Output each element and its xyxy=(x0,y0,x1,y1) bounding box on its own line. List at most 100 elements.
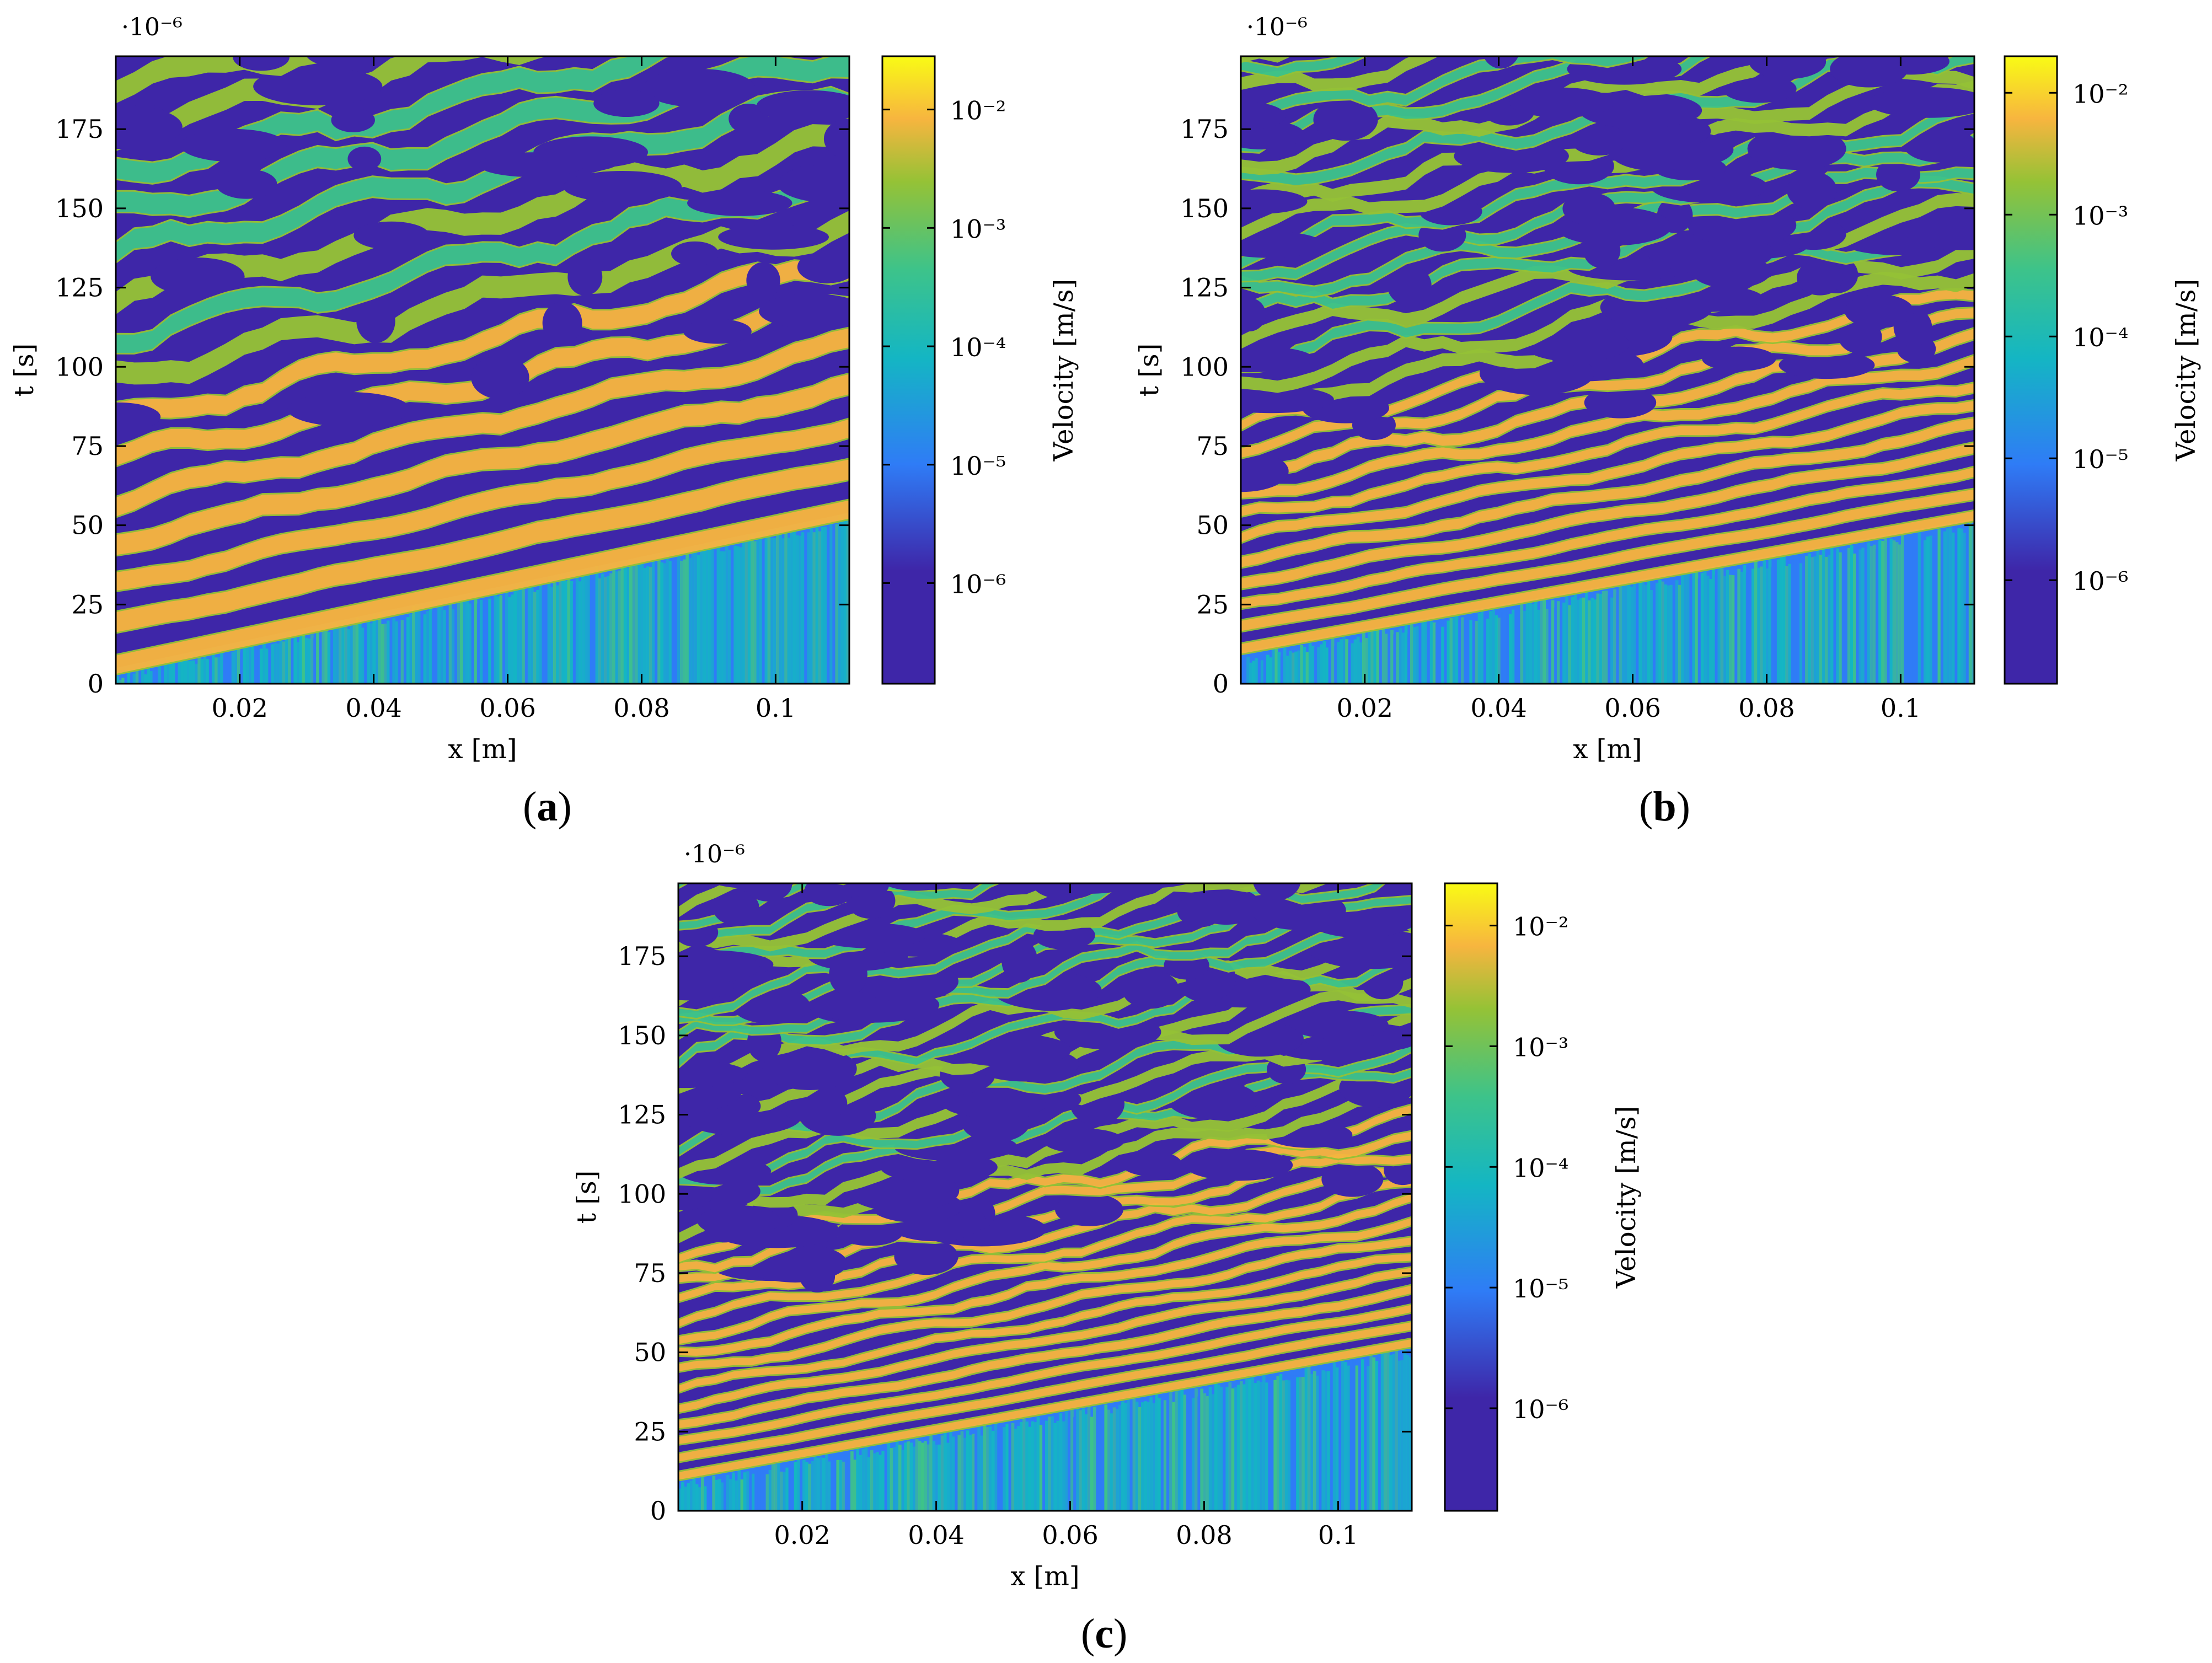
noise-column xyxy=(1782,555,1786,684)
noise-column xyxy=(1160,1394,1164,1511)
band-gap xyxy=(1026,801,1064,833)
band-gap xyxy=(567,258,603,296)
noise-column xyxy=(1403,1350,1407,1511)
y-tick-label: 100 xyxy=(1180,352,1229,382)
noise-column xyxy=(1408,1356,1412,1511)
noise-column xyxy=(1246,656,1250,684)
band-gap xyxy=(1289,1010,1389,1039)
noise-column xyxy=(341,620,345,684)
slip-band xyxy=(116,498,849,676)
noise-column xyxy=(1195,1388,1198,1511)
noise-column xyxy=(141,666,144,684)
noise-column xyxy=(792,530,796,684)
noise-column xyxy=(1287,1380,1291,1511)
noise-column xyxy=(1720,568,1724,684)
noise-column xyxy=(957,1435,961,1511)
noise-column xyxy=(1963,533,1967,684)
noise-column xyxy=(494,593,497,684)
x-tick-label: 0.1 xyxy=(756,693,796,723)
noise-column xyxy=(1754,561,1758,684)
band-gap xyxy=(216,169,277,199)
noise-column xyxy=(1734,572,1738,684)
noise-column xyxy=(687,1483,690,1511)
band-gap xyxy=(116,105,183,149)
noise-column xyxy=(158,662,162,684)
noise-column xyxy=(1802,559,1806,684)
colorbar-tick-label: 10⁻³ xyxy=(950,214,1006,244)
noise-column xyxy=(192,660,195,684)
noise-column xyxy=(1582,597,1586,684)
band-gap xyxy=(1483,56,1519,69)
noise-column xyxy=(296,642,300,684)
noise-column xyxy=(163,661,167,684)
noise-column xyxy=(977,1425,981,1511)
noise-column xyxy=(618,570,622,684)
y-tick-label: 25 xyxy=(71,589,104,619)
noise-column xyxy=(403,609,407,684)
noise-column xyxy=(561,581,565,684)
noise-column xyxy=(843,519,847,684)
noise-column xyxy=(1255,658,1258,684)
slip-band xyxy=(116,85,849,264)
noise-column xyxy=(127,668,131,684)
noise-column xyxy=(496,596,500,684)
noise-column xyxy=(695,1484,699,1511)
noise-column xyxy=(1396,632,1400,684)
noise-column xyxy=(1824,556,1828,684)
noise-column xyxy=(1293,1375,1297,1511)
noise-column xyxy=(132,673,136,684)
band-gap xyxy=(1853,56,1919,64)
noise-column xyxy=(1780,555,1783,684)
noise-column xyxy=(1636,592,1639,684)
noise-column xyxy=(1262,1375,1266,1511)
noise-column xyxy=(1452,615,1456,684)
noise-column xyxy=(1299,1377,1303,1511)
slip-band xyxy=(1241,306,1974,460)
noise-column xyxy=(623,567,627,684)
band-gap xyxy=(533,136,648,168)
band-gap xyxy=(713,890,759,926)
noise-column xyxy=(825,1453,828,1511)
noise-column xyxy=(808,1463,812,1511)
noise-column xyxy=(1447,620,1450,684)
band-gap xyxy=(527,9,649,49)
noise-column xyxy=(1011,1423,1015,1511)
noise-column xyxy=(1715,575,1718,684)
noise-column xyxy=(760,1473,764,1511)
noise-column xyxy=(415,605,418,684)
noise-column xyxy=(1608,595,1611,684)
noise-column xyxy=(1785,565,1788,684)
band-gap xyxy=(760,6,823,49)
noise-column xyxy=(1388,626,1391,684)
noise-column xyxy=(960,1431,964,1511)
noise-column xyxy=(1664,584,1668,684)
x-tick-label: 0.02 xyxy=(774,1520,830,1550)
noise-column xyxy=(753,541,757,684)
noise-column xyxy=(972,1434,975,1511)
noise-column xyxy=(1948,527,1952,684)
noise-column xyxy=(468,603,472,684)
noise-column xyxy=(1341,1361,1345,1511)
noise-column xyxy=(646,566,650,684)
noise-column xyxy=(1073,1417,1076,1511)
noise-column xyxy=(1325,647,1329,684)
colorbar-tick-label: 10⁻⁶ xyxy=(1513,1394,1568,1424)
noise-column xyxy=(1508,614,1512,684)
noise-column xyxy=(268,639,271,684)
noise-column xyxy=(1302,1377,1305,1511)
noise-column xyxy=(1110,1413,1113,1511)
noise-column xyxy=(1225,1387,1229,1511)
noise-column xyxy=(674,557,678,684)
slip-band xyxy=(1241,416,1974,569)
noise-column xyxy=(327,632,331,684)
noise-column xyxy=(522,588,526,684)
noise-column xyxy=(1308,643,1312,684)
x-tick-label: 0.06 xyxy=(1604,693,1661,723)
noise-column xyxy=(1633,583,1636,684)
noise-column xyxy=(1554,607,1557,684)
noise-column xyxy=(1571,597,1574,684)
noise-column xyxy=(904,1442,907,1511)
noise-column xyxy=(1192,1398,1195,1511)
noise-column xyxy=(1138,1407,1142,1511)
slip-band xyxy=(678,1252,1412,1394)
